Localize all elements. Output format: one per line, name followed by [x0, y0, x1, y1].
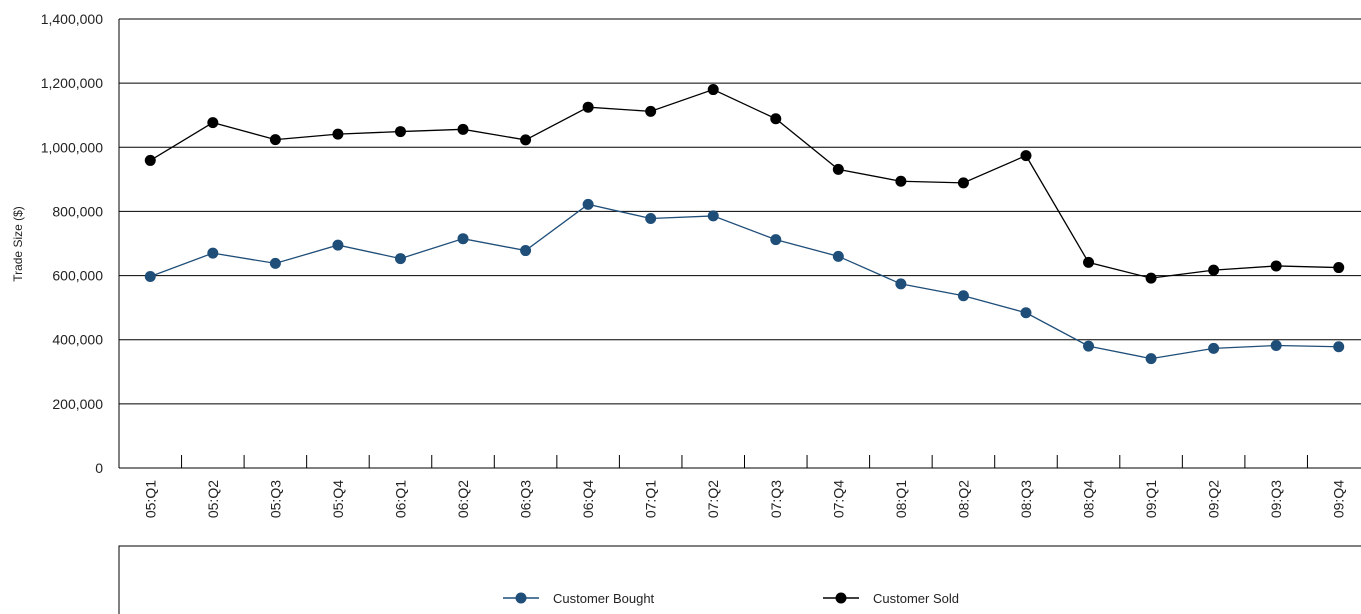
- data-point: [707, 210, 719, 222]
- data-point: [895, 175, 907, 187]
- x-tick-label: 08:Q1: [893, 480, 909, 518]
- data-point: [645, 105, 657, 117]
- y-tick-label: 800,000: [52, 203, 103, 219]
- data-point: [707, 84, 719, 96]
- series-line-1: [150, 203, 1339, 360]
- data-point: [770, 113, 782, 125]
- data-point: [1083, 340, 1095, 352]
- x-tick-label: 08:Q2: [955, 480, 971, 518]
- data-point: [394, 253, 406, 265]
- y-axis-title: Trade Size ($): [11, 206, 25, 282]
- data-point: [957, 177, 969, 189]
- legend-box: [118, 545, 1361, 614]
- gridlines: [119, 18, 1361, 405]
- x-tick-label: 06:Q3: [518, 480, 534, 518]
- x-tick-label: 09:Q4: [1331, 480, 1347, 518]
- x-tick-label: 07:Q1: [643, 480, 659, 518]
- legend-label: Customer Sold: [873, 591, 959, 606]
- y-tick-label: 0: [95, 460, 103, 476]
- x-tick-label: 07:Q2: [705, 480, 721, 518]
- data-point: [1333, 341, 1345, 353]
- x-tick-label: 07:Q3: [768, 480, 784, 518]
- data-point: [1333, 262, 1345, 274]
- data-point: [645, 212, 657, 224]
- y-tick-label: 600,000: [52, 268, 103, 284]
- data-point: [1145, 272, 1157, 284]
- data-point: [582, 198, 594, 210]
- data-point: [520, 245, 532, 257]
- x-tick-label: 06:Q2: [455, 480, 471, 518]
- legend-marker: [515, 592, 527, 604]
- y-tick-label: 1,200,000: [41, 75, 103, 91]
- series-lines: [144, 84, 1345, 365]
- x-tick-label: 05:Q1: [142, 480, 158, 518]
- y-tick-label: 1,000,000: [41, 139, 103, 155]
- data-point: [1270, 260, 1282, 272]
- data-point: [895, 278, 907, 290]
- data-point: [269, 134, 281, 146]
- data-point: [520, 134, 532, 146]
- data-point: [1020, 150, 1032, 162]
- x-tick-label: 09:Q1: [1143, 480, 1159, 518]
- y-tick-label: 200,000: [52, 396, 103, 412]
- data-point: [394, 126, 406, 138]
- x-tick-label: 06:Q4: [580, 480, 596, 518]
- x-tick-label: 06:Q1: [392, 480, 408, 518]
- x-tick-label: 08:Q4: [1081, 480, 1097, 518]
- y-tick-label: 1,400,000: [41, 11, 103, 27]
- data-point: [1270, 339, 1282, 351]
- data-point: [770, 234, 782, 246]
- data-point: [457, 123, 469, 135]
- data-point: [957, 290, 969, 302]
- x-tick-label: 05:Q4: [330, 480, 346, 518]
- y-axis-title-text: Trade Size ($): [11, 206, 25, 282]
- legend-marker: [835, 592, 847, 604]
- series-line-2: [149, 88, 1339, 279]
- data-point: [332, 128, 344, 140]
- data-point: [144, 154, 156, 166]
- data-point: [1208, 342, 1220, 354]
- data-point: [1208, 264, 1220, 276]
- axes: 0 200,000 400,000 600,000 800,000 1,000,000 1,…: [41, 11, 1361, 518]
- data-point: [144, 271, 156, 283]
- x-tick-label: 09:Q3: [1268, 480, 1284, 518]
- x-tick-label: 05:Q2: [205, 480, 221, 518]
- x-tick-label: 08:Q3: [1018, 480, 1034, 518]
- x-tick-label: 05:Q3: [267, 480, 283, 518]
- data-point: [332, 239, 344, 251]
- x-tick-label: 09:Q2: [1206, 480, 1222, 518]
- data-point: [269, 257, 281, 269]
- legend: Customer Bought Customer Sold: [118, 545, 1361, 614]
- y-tick-label: 400,000: [52, 332, 103, 348]
- data-point: [207, 247, 219, 259]
- data-point: [832, 250, 844, 262]
- data-point: [1020, 307, 1032, 319]
- data-point: [457, 233, 469, 245]
- x-tick-label: 07:Q4: [830, 480, 846, 518]
- data-point: [582, 101, 594, 113]
- data-point: [832, 163, 844, 175]
- data-point: [1145, 353, 1157, 365]
- legend-label: Customer Bought: [553, 591, 655, 606]
- data-point: [207, 117, 219, 129]
- data-point: [1083, 256, 1095, 268]
